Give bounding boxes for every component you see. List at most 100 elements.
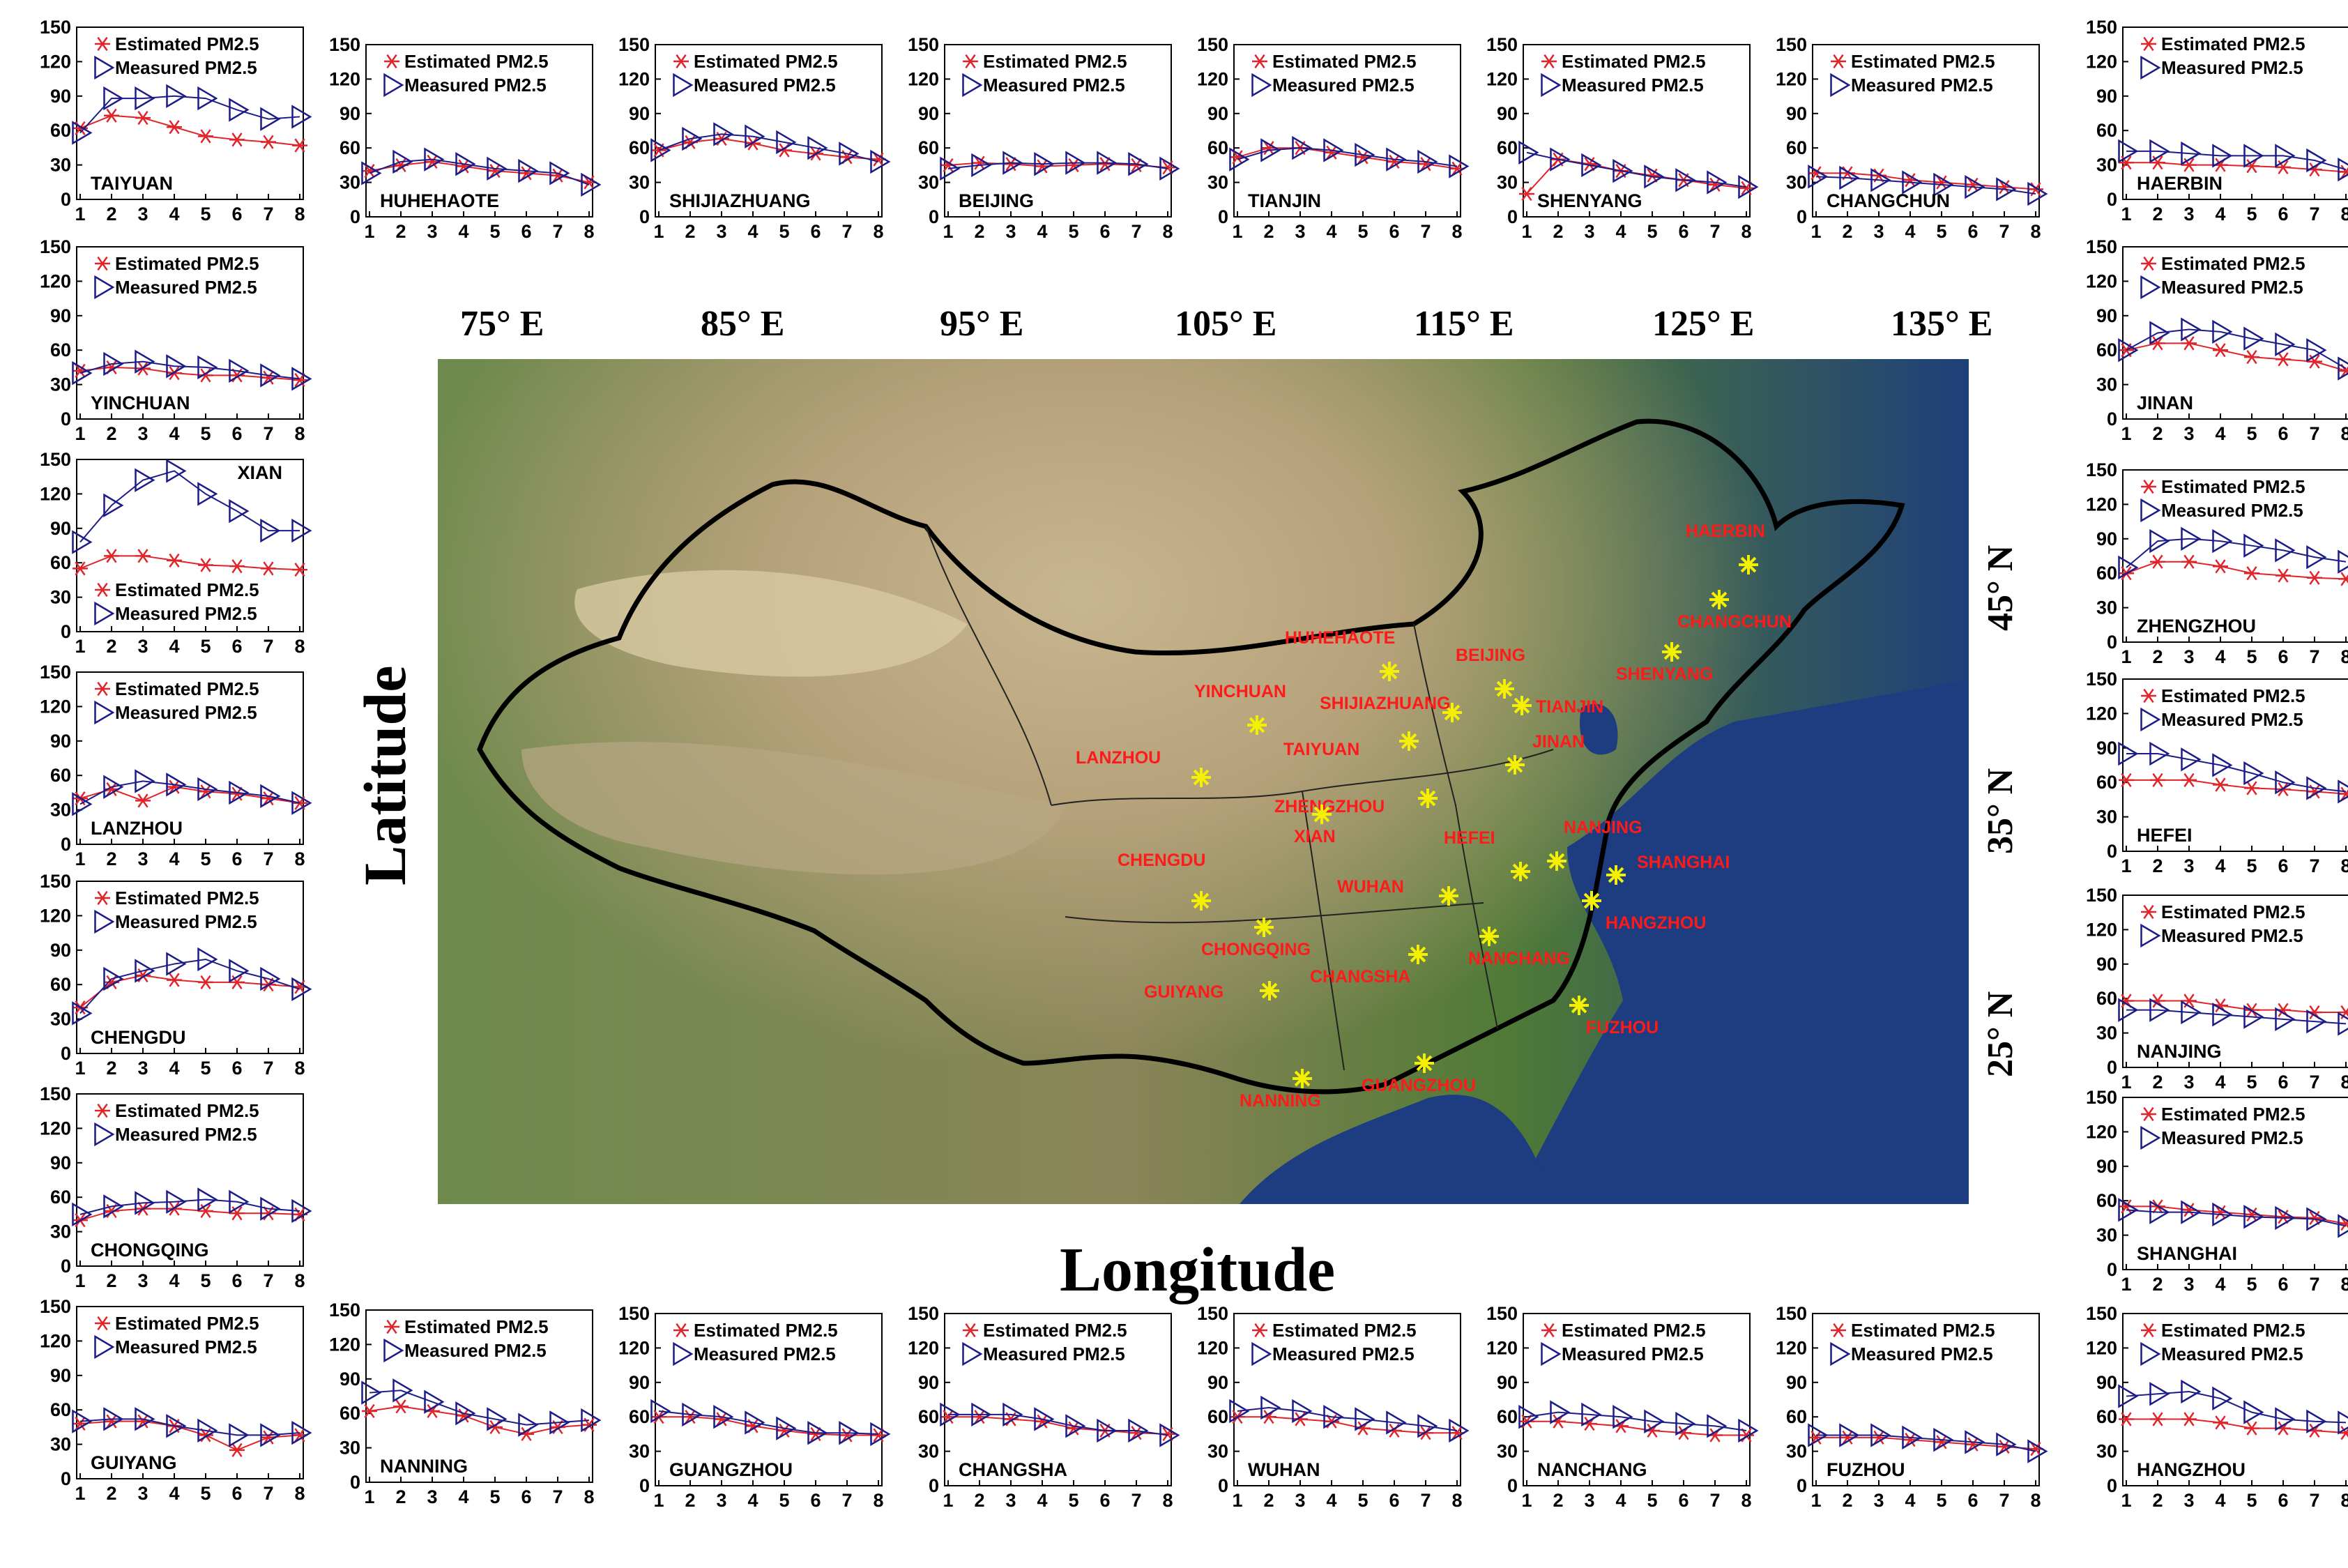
estimated-point [2275, 568, 2291, 583]
city-label: HANGZHOU [1606, 913, 1706, 933]
y-tick-label: 60 [1207, 1406, 1228, 1427]
y-tick-label: 150 [40, 17, 71, 38]
mini-chart-title: HEFEI [2137, 825, 2193, 846]
y-tick-label: 0 [61, 189, 71, 210]
x-tick-label: 5 [1068, 221, 1078, 242]
measured-point [166, 459, 187, 483]
x-tick-label: 3 [1005, 221, 1016, 242]
x-tick-label: 2 [1263, 1490, 1274, 1511]
y-tick-label: 120 [329, 68, 360, 89]
measured-point [2338, 549, 2348, 574]
y-tick-label: 120 [2086, 1121, 2117, 1142]
x-tick-label: 2 [685, 1490, 695, 1511]
measured-point [1581, 153, 1602, 178]
x-tick-label: 3 [427, 1486, 437, 1507]
legend-estimated-icon [963, 1323, 978, 1338]
measured-series-line [369, 158, 590, 185]
y-tick-label: 150 [2086, 1087, 2117, 1108]
x-tick-label: 4 [1326, 1490, 1336, 1511]
city-star-icon [1408, 945, 1428, 964]
measured-point [229, 780, 250, 805]
measured-point [197, 947, 218, 972]
legend-measured-icon [94, 700, 115, 725]
y-tick-label: 150 [329, 1300, 360, 1320]
measured-point [2181, 526, 2202, 551]
x-tick-label: 7 [1709, 1490, 1720, 1511]
legend-estimated-label: Estimated PM2.5 [1851, 51, 1995, 72]
measured-point [1034, 1407, 1055, 1431]
y-tick-label: 60 [50, 765, 71, 786]
measured-point [682, 126, 703, 151]
legend-estimated-icon [2141, 1106, 2156, 1122]
legend-measured-label: Measured PM2.5 [1272, 1344, 1415, 1364]
y-tick-label: 60 [2096, 340, 2117, 360]
measured-point [229, 1423, 250, 1447]
y-tick-label: 90 [918, 103, 939, 124]
y-tick-label: 90 [2096, 1372, 2117, 1393]
measured-point [2118, 139, 2139, 164]
estimated-point [362, 1403, 377, 1418]
y-tick-label: 30 [629, 172, 650, 193]
measured-point [455, 1401, 476, 1426]
x-tick-label: 1 [2121, 1490, 2131, 1511]
x-tick-label: 1 [2121, 423, 2131, 444]
x-tick-label: 3 [137, 636, 148, 657]
x-tick-label: 8 [873, 221, 883, 242]
measured-point [2275, 770, 2296, 795]
measured-point [2149, 139, 2170, 164]
y-tick-label: 120 [2086, 919, 2117, 940]
mini-chart-title: ZHENGZHOU [2137, 616, 2256, 637]
x-tick-label: 4 [1326, 221, 1336, 242]
measured-point [2243, 144, 2264, 168]
y-tick-label: 30 [2096, 807, 2117, 828]
measured-point [135, 1407, 155, 1431]
measured-point [2118, 1384, 2139, 1408]
measured-point [1933, 1427, 1954, 1452]
x-tick-label: 6 [1967, 221, 1978, 242]
legend-measured-label: Measured PM2.5 [2161, 709, 2303, 730]
legend-estimated-label: Estimated PM2.5 [115, 678, 259, 699]
mini-chart-shanghai: 0 30 60 90 120 150 1 2 3 4 5 6 7 8 Estimated PM2.5 Meas… [2060, 1087, 2348, 1311]
x-tick-label: 8 [1451, 221, 1462, 242]
y-tick-label: 150 [2086, 669, 2117, 690]
estimated-point [2181, 1412, 2197, 1426]
y-tick-label: 60 [2096, 120, 2117, 141]
x-tick-label: 7 [2309, 1072, 2319, 1093]
y-tick-label: 30 [2096, 597, 2117, 618]
legend-estimated-icon [95, 582, 110, 597]
y-tick-label: 60 [1497, 1406, 1518, 1427]
y-tick-label: 0 [2107, 841, 2117, 862]
legend-estimated-icon [2141, 1323, 2156, 1338]
x-tick-label: 2 [2152, 1490, 2163, 1511]
city-label: YINCHUAN [1194, 682, 1286, 701]
y-tick-label: 0 [2107, 1475, 2117, 1496]
legend-measured-icon [94, 275, 115, 300]
measured-series-line [947, 162, 1168, 169]
mini-chart-fuzhou: 0 30 60 90 120 150 1 2 3 4 5 6 7 8 Estimated PM2.5 Meas… [1750, 1303, 2050, 1528]
y-tick-label: 90 [2096, 86, 2117, 107]
mini-chart-nanjing: 0 30 60 90 120 150 1 2 3 4 5 6 7 8 Estimated PM2.5 Meas… [2060, 885, 2348, 1109]
estimated-point [2338, 572, 2348, 586]
measured-point [166, 772, 187, 797]
measured-point [1065, 151, 1086, 175]
legend-estimated-label: Estimated PM2.5 [2161, 253, 2305, 274]
lon-tick-85: 85° E [701, 304, 785, 344]
mini-chart-title: HUHEHAOTE [380, 190, 499, 211]
measured-point [135, 1191, 155, 1215]
mini-chart-nanning: 0 30 60 90 120 150 1 2 3 4 5 6 7 8 Estimated PM2.5 Meas… [303, 1300, 603, 1524]
x-tick-label: 5 [1936, 221, 1946, 242]
x-tick-label: 5 [1357, 1490, 1368, 1511]
x-tick-label: 7 [2309, 204, 2319, 224]
y-tick-label: 90 [50, 731, 71, 752]
city-label: NANJING [1564, 818, 1642, 837]
estimated-point [292, 563, 307, 577]
city-star-icon [1479, 927, 1499, 946]
y-tick-label: 90 [1497, 1372, 1518, 1393]
estimated-point [808, 1426, 823, 1441]
measured-series-line [2126, 1390, 2347, 1424]
x-tick-label: 5 [2246, 1072, 2257, 1093]
